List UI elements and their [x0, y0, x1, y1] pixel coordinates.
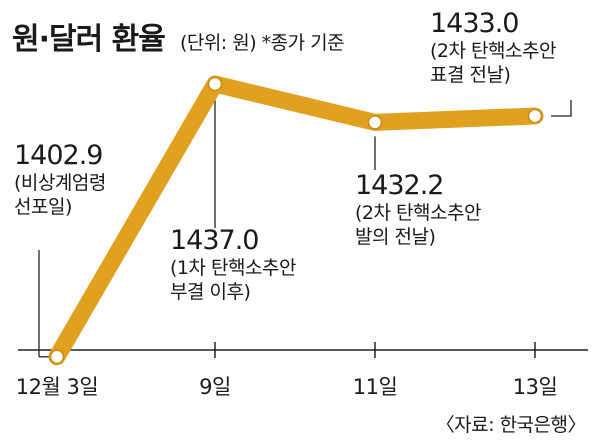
- data-label-note-line: (2차 탄핵소추안: [430, 40, 556, 63]
- series-line: [48, 75, 544, 366]
- data-point-4: [527, 108, 543, 124]
- data-label-note-line: 표결 전날): [430, 64, 511, 87]
- data-label-value: 1437.0: [170, 225, 259, 256]
- chart-header: 원·달러 환율 (단위: 원) *종가 기준: [12, 14, 345, 58]
- x-tick-label: 13일: [512, 375, 558, 399]
- data-label-note-line: 부결 이후): [170, 281, 251, 304]
- data-label-note-line: 발의 전날): [355, 226, 436, 249]
- data-label-11: 1432.2 (2차 탄핵소추안 발의 전날): [355, 170, 481, 250]
- data-label-note-line: (1차 탄핵소추안: [170, 257, 296, 280]
- chart-title: 원·달러 환율: [12, 22, 166, 57]
- x-tick-label: 11일: [352, 375, 398, 399]
- data-label-note-line: 선포일): [14, 196, 72, 219]
- leader-line: [551, 100, 572, 117]
- data-label-12-3: 1402.9 (비상계엄령 선포일): [14, 140, 106, 220]
- data-label-13: 1433.0 (2차 탄핵소추안 표결 전날): [430, 8, 556, 88]
- x-tick-label: 12월 3일: [15, 375, 99, 399]
- data-label-9: 1437.0 (1차 탄핵소추안 부결 이후): [170, 225, 296, 305]
- data-label-value: 1432.2: [355, 170, 444, 201]
- data-point-3: [367, 115, 383, 130]
- data-label-note-line: (비상계엄령: [14, 172, 106, 195]
- data-point-1: [49, 349, 65, 365]
- data-point-2: [207, 76, 223, 92]
- data-label-value: 1433.0: [430, 8, 519, 39]
- source-note: 〈자료: 한국은행〉: [435, 414, 587, 436]
- x-tick-label: 9일: [199, 375, 231, 399]
- data-label-note-line: (2차 탄핵소추안: [355, 202, 481, 225]
- unit-note: (단위: 원) *종가 기준: [179, 32, 345, 54]
- data-label-value: 1402.9: [14, 140, 103, 171]
